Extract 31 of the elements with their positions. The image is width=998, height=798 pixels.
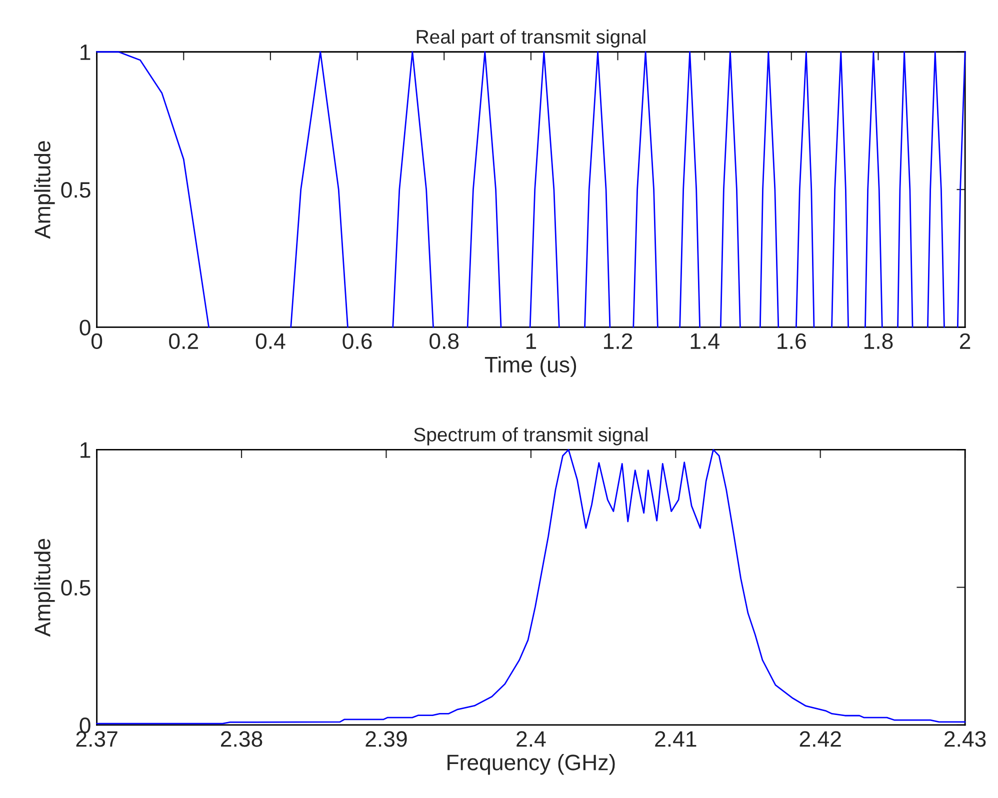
x-tick-label: 1 <box>526 334 536 349</box>
x-tick-label: 2.39 <box>366 731 407 747</box>
x-tick-label: 0.6 <box>342 333 372 350</box>
x-tick-label: 0 <box>91 333 102 350</box>
x-tick-label: 0.8 <box>430 333 459 350</box>
x-tick-label: 2.4 <box>516 731 546 747</box>
y-tick-label: 0.5 <box>61 580 90 596</box>
y-tick-label: 1 <box>80 44 90 60</box>
x-tick-label: 2.38 <box>221 731 262 747</box>
x-axis-title: Time (us) <box>484 356 576 377</box>
chart-title: Spectrum of transmit signal <box>414 427 648 446</box>
x-tick-label: 0.2 <box>169 333 198 350</box>
x-tick-label: 1.2 <box>604 333 632 349</box>
x-tick-label: 2.43 <box>944 731 986 747</box>
x-tick-label: 1.4 <box>690 334 720 349</box>
x-axis-title: Frequency (GHz) <box>448 754 615 775</box>
x-tick-label: 1.8 <box>864 333 893 350</box>
y-axis-title: Amplitude <box>34 141 55 239</box>
chart-title: Real part of transmit signal <box>416 29 646 48</box>
y-tick-label: 1 <box>80 442 90 458</box>
y-tick-label: 0 <box>80 718 90 734</box>
x-tick-label: 1.6 <box>778 333 806 350</box>
x-tick-label: 2 <box>960 333 970 349</box>
y-tick-label: 0.5 <box>61 182 90 198</box>
x-tick-label: 0.4 <box>256 333 286 350</box>
y-tick-label: 0 <box>80 320 90 336</box>
x-tick-label: 2.41 <box>655 731 696 747</box>
line-series <box>96 448 966 724</box>
x-tick-label: 2.37 <box>76 731 118 747</box>
x-tick-label: 2.42 <box>800 731 841 747</box>
y-axis-title: Amplitude <box>34 538 55 637</box>
